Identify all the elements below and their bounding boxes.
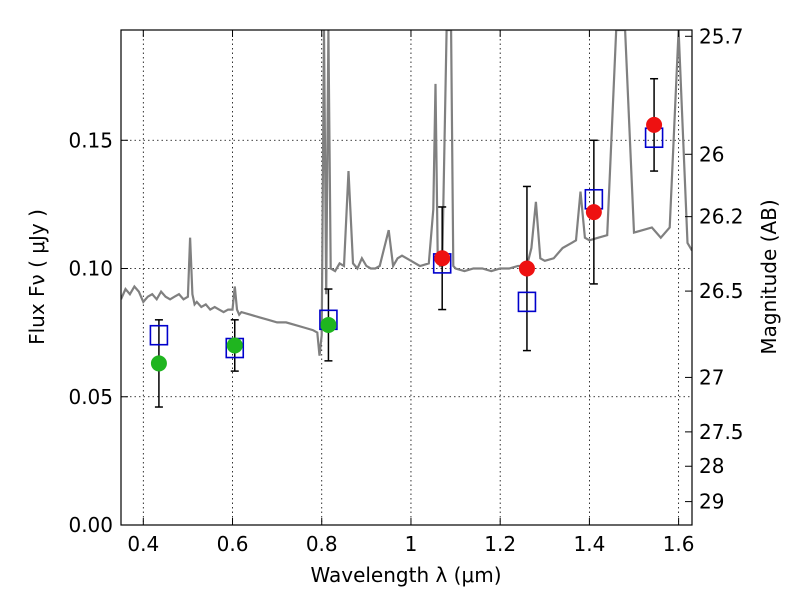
nir-point-circle xyxy=(646,116,663,133)
x-tick-label: 1.2 xyxy=(484,532,516,556)
model-spectrum xyxy=(121,30,692,356)
x-tick-label: 0.6 xyxy=(217,532,249,556)
x-tick-label: 1.6 xyxy=(663,532,695,556)
x-axis-label: Wavelength λ (μm) xyxy=(310,563,501,587)
x-tick-label: 1 xyxy=(405,532,418,556)
optical-point-circle xyxy=(320,316,337,333)
y-tick-label: 0.10 xyxy=(68,257,113,281)
x-tick-label: 1.4 xyxy=(573,532,605,556)
model-point-square xyxy=(149,324,169,346)
y2-tick-label: 27 xyxy=(699,365,724,389)
x-tick-label: 0.4 xyxy=(127,532,159,556)
y2-tick-label: 26.2 xyxy=(699,205,744,229)
nir-point-circle xyxy=(518,260,535,277)
y-axis-label: Flux Fν ( μJy ) xyxy=(25,209,49,345)
y2-tick-label: 25.7 xyxy=(699,24,744,48)
y-tick-label: 0.05 xyxy=(68,385,113,409)
y2-tick-label: 29 xyxy=(699,490,724,514)
optical-point-circle xyxy=(150,355,167,372)
y-tick-label: 0.15 xyxy=(68,128,113,152)
tick-labels: 0.4 0.6 0.8 1 1.2 1.4 1.6 0.00 0.05 0.10 0.15 25.7 2… xyxy=(68,24,743,556)
y2-tick-label: 27.5 xyxy=(699,420,744,444)
y2-tick-label: 26 xyxy=(699,142,724,166)
y2-tick-label: 26.5 xyxy=(699,279,744,303)
x-tick-label: 0.8 xyxy=(306,532,338,556)
grid xyxy=(121,30,692,525)
nir-point-circle xyxy=(434,250,451,267)
nir-point-circle xyxy=(585,204,602,221)
data-markers xyxy=(149,116,664,372)
model-spectrum-line xyxy=(121,30,692,356)
axis-ticks xyxy=(121,30,692,526)
y2-tick-label: 28 xyxy=(699,454,724,478)
plot-frame xyxy=(120,29,693,526)
optical-point-circle xyxy=(226,337,243,354)
y-tick-label: 0.00 xyxy=(68,513,113,537)
y2-axis-label: Magnitude (AB) xyxy=(757,199,781,354)
model-point-square xyxy=(517,291,537,313)
